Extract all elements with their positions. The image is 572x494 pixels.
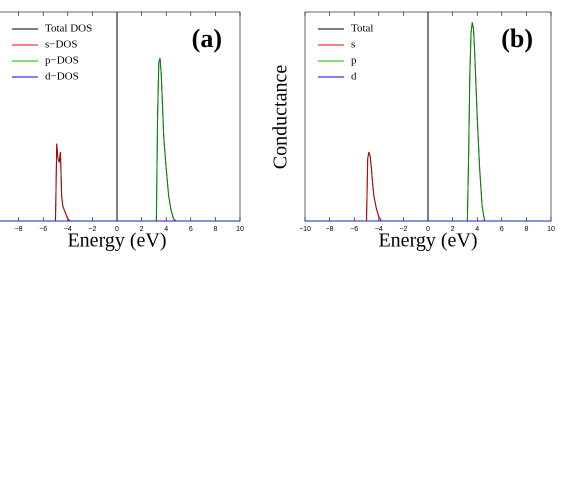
x-tick-label: 4 [475,226,479,233]
panel-label: (a) [192,24,222,53]
x-tick-label: 0 [115,226,119,233]
x-tick-label: 10 [236,226,244,233]
x-tick-label: 6 [189,226,193,233]
series-line [0,143,240,222]
panel-label: (b) [501,24,533,53]
legend-label: d−DOS [45,71,79,83]
legend-label: p−DOS [45,55,79,67]
x-tick-label: 6 [500,226,504,233]
x-tick-label: −6 [39,226,47,233]
x-tick-label: −4 [375,226,383,233]
series-line [0,57,240,222]
x-tick-label: 2 [451,226,455,233]
x-tick-label: 4 [164,226,168,233]
x-tick-label: −10 [299,226,311,233]
x-tick-label: 10 [547,226,555,233]
x-tick-label: −2 [399,226,407,233]
x-tick-label: −2 [88,226,96,233]
legend-label: d [351,71,357,83]
x-tick-label: 0 [426,226,430,233]
x-axis-label: Energy (eV) [378,230,477,252]
legend-label: Total [351,23,373,35]
x-tick-label: −6 [350,226,358,233]
x-tick-label: 8 [524,226,528,233]
x-tick-label: 8 [213,226,217,233]
x-tick-label: −8 [326,226,334,233]
series-line [0,57,240,222]
x-tick-label: −8 [15,226,23,233]
legend-label: s−DOS [45,39,78,51]
x-tick-label: 2 [140,226,144,233]
y-axis-label: Conductance [270,65,292,170]
x-axis-label: Energy (eV) [67,230,166,252]
legend-label: Total DOS [45,23,92,35]
x-tick-label: −4 [64,226,72,233]
legend-label: s [351,39,355,51]
legend-label: p [351,55,357,67]
